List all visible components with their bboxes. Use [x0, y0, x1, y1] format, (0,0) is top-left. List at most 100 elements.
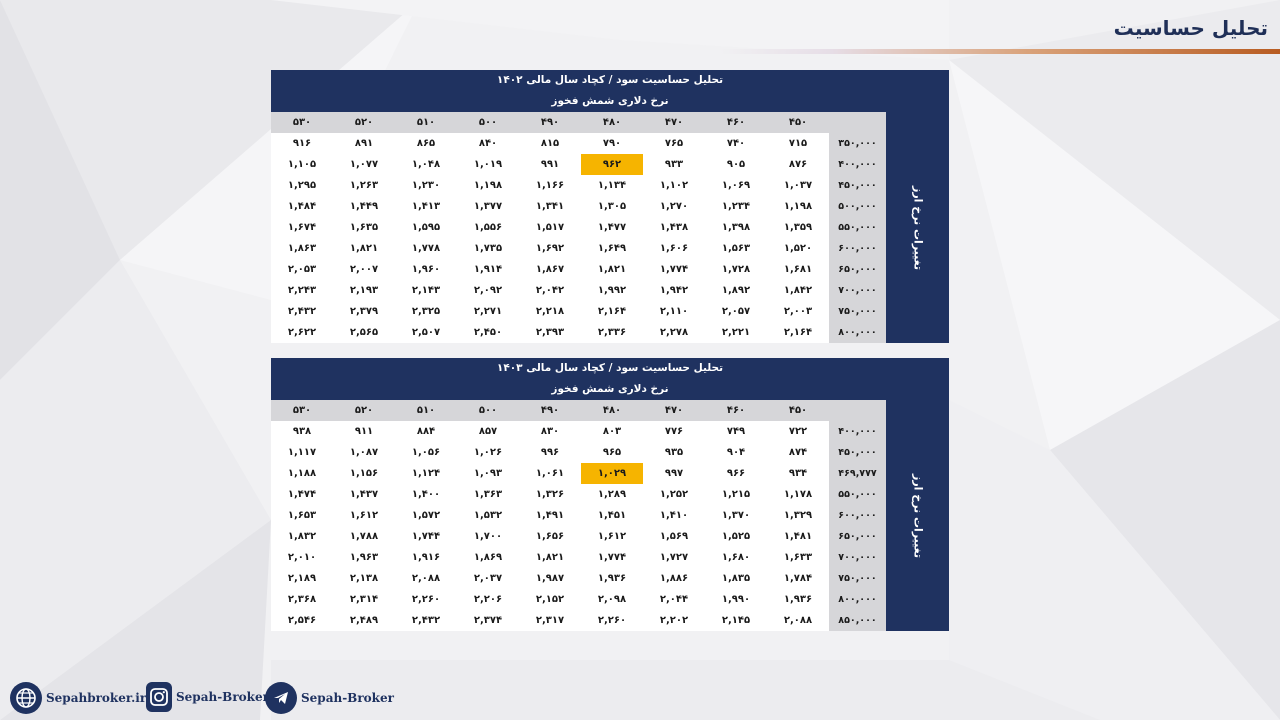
telegram-link[interactable]: Sepah-Broker [265, 682, 394, 714]
row-label: ۶۵۰,۰۰۰ [829, 526, 886, 547]
instagram-link[interactable]: Sepah-Broker [146, 682, 269, 712]
column-header: ۵۲۰ [354, 405, 374, 416]
column-header: ۴۸۰ [602, 405, 622, 416]
side-label-text: تغییرات نرخ ارز [911, 185, 924, 270]
row-label: ۸۵۰,۰۰۰ [829, 610, 886, 631]
table-cell: ۷۱۵ [788, 138, 808, 149]
table-cell: ۱,۷۲۷ [659, 552, 689, 563]
row-label: ۷۵۰,۰۰۰ [829, 568, 886, 589]
table-cell: ۸۹۱ [354, 138, 374, 149]
table-cell: ۸۳۰ [540, 426, 560, 437]
table-cell: ۱,۷۸۴ [783, 573, 813, 584]
table-cell: ۲,۲۶۰ [411, 594, 441, 605]
sensitivity-table-1403: تحلیل حساسیت سود / کچاد سال مالی ۱۴۰۳ نر… [271, 358, 949, 631]
table-cell: ۲,۱۹۳ [349, 285, 379, 296]
table-cell: ۲,۱۴۵ [721, 615, 751, 626]
row-label: ۵۰۰,۰۰۰ [829, 196, 886, 217]
row-label: ۷۵۰,۰۰۰ [829, 301, 886, 322]
row-label: ۷۰۰,۰۰۰ [829, 547, 886, 568]
table-cell: ۲,۱۶۴ [783, 327, 813, 338]
table-cell: ۱,۸۴۲ [783, 285, 813, 296]
table-cell: ۸۸۴ [416, 426, 436, 437]
table-cell: ۱,۸۲۱ [349, 243, 379, 254]
table-row: ۲,۵۴۶ ۲,۴۸۹ ۲,۴۳۲ ۲,۳۷۴ ۲,۳۱۷ ۲,۲۶۰ ۲,۲۰۲ ۲,۱۴۵… [271, 610, 886, 631]
table-cell: ۱,۹۳۶ [783, 594, 813, 605]
title-underline [720, 49, 1280, 54]
table-row: ۱,۴۷۴ ۱,۴۳۷ ۱,۴۰۰ ۱,۳۶۳ ۱,۳۲۶ ۱,۲۸۹ ۱,۲۵۲ ۱,۲۱۵… [271, 484, 886, 505]
table-header: تحلیل حساسیت سود / کچاد سال مالی ۱۴۰۲ نر… [271, 70, 949, 112]
table-cell: ۹۳۴ [788, 468, 808, 479]
table-cell: ۱,۶۵۶ [535, 531, 565, 542]
table-grid: ۵۳۰ ۵۲۰ ۵۱۰ ۵۰۰ ۴۹۰ ۴۸۰ ۴۷۰ ۴۶۰ ۴۵۰ ۹۳۸ ۹۱۱ ۸۸۴ ۸۵۷ ۸… [271, 400, 886, 631]
table-cell: ۹۳۸ [292, 426, 312, 437]
table-cell: ۱,۲۳۰ [411, 180, 441, 191]
column-header: ۴۹۰ [540, 117, 560, 128]
table-cell: ۱,۴۴۹ [349, 201, 379, 212]
table-cell: ۱,۴۸۴ [287, 201, 317, 212]
table-cell: ۱,۷۲۸ [721, 264, 751, 275]
table-cell: ۱,۲۹۵ [287, 180, 317, 191]
table-cell: ۱,۱۹۸ [783, 201, 813, 212]
table-cell: ۲,۵۶۵ [349, 327, 379, 338]
column-header: ۴۷۰ [664, 117, 684, 128]
table-cell: ۱,۵۷۲ [411, 510, 441, 521]
table-cell: ۲,۵۰۷ [411, 327, 441, 338]
highlighted-cell: ۱,۰۲۹ [581, 463, 643, 484]
table-title: تحلیل حساسیت سود / کچاد سال مالی ۱۴۰۲ [496, 74, 724, 86]
table-cell: ۲,۳۲۵ [411, 306, 441, 317]
website-link[interactable]: Sepahbroker.ir [10, 682, 146, 714]
table-cell: ۲,۲۲۱ [721, 327, 751, 338]
table-grid: ۵۳۰ ۵۲۰ ۵۱۰ ۵۰۰ ۴۹۰ ۴۸۰ ۴۷۰ ۴۶۰ ۴۵۰ ۹۱۶ ۸۹۱ ۸۶۵ ۸۴۰ ۸… [271, 112, 886, 343]
table-cell: ۱,۷۷۸ [411, 243, 441, 254]
table-cell: ۱,۵۶۹ [659, 531, 689, 542]
table-cell: ۱,۷۳۵ [473, 243, 503, 254]
table-row: ۹۱۶ ۸۹۱ ۸۶۵ ۸۴۰ ۸۱۵ ۷۹۰ ۷۶۵ ۷۴۰ ۷۱۵ ۳۵۰,۰۰۰ [271, 133, 886, 154]
table-cell: ۱,۴۹۱ [535, 510, 565, 521]
side-label-text: تغییرات نرخ ارز [911, 473, 924, 558]
table-cell: ۹۹۷ [664, 468, 684, 479]
table-row: ۲,۱۸۹ ۲,۱۳۸ ۲,۰۸۸ ۲,۰۳۷ ۱,۹۸۷ ۱,۹۳۶ ۱,۸۸۶ ۱,۸۳۵… [271, 568, 886, 589]
corner-cell [829, 112, 886, 133]
column-header-row: ۵۳۰ ۵۲۰ ۵۱۰ ۵۰۰ ۴۹۰ ۴۸۰ ۴۷۰ ۴۶۰ ۴۵۰ [271, 400, 886, 421]
table-row: ۱,۸۳۲ ۱,۷۸۸ ۱,۷۴۴ ۱,۷۰۰ ۱,۶۵۶ ۱,۶۱۲ ۱,۵۶۹ ۱,۵۲۵… [271, 526, 886, 547]
table-cell: ۱,۰۹۳ [473, 468, 503, 479]
table-cell: ۱,۱۶۶ [535, 180, 565, 191]
table-row: ۱,۴۸۴ ۱,۴۴۹ ۱,۴۱۳ ۱,۳۷۷ ۱,۳۴۱ ۱,۳۰۵ ۱,۲۷۰ ۱,۲۳۴… [271, 196, 886, 217]
table-cell: ۱,۲۳۴ [721, 201, 751, 212]
instagram-icon [146, 682, 172, 712]
row-label: ۴۵۰,۰۰۰ [829, 175, 886, 196]
table-cell: ۱,۶۳۳ [783, 552, 813, 563]
table-row: ۲,۲۴۳ ۲,۱۹۳ ۲,۱۴۳ ۲,۰۹۲ ۲,۰۴۲ ۱,۹۹۲ ۱,۹۴۲ ۱,۸۹۲… [271, 280, 886, 301]
table-cell: ۲,۴۵۰ [473, 327, 503, 338]
table-cell: ۱,۳۲۶ [535, 489, 565, 500]
table-cell: ۱,۶۵۳ [287, 510, 317, 521]
table-cell: ۲,۲۱۸ [535, 306, 565, 317]
row-label: ۶۰۰,۰۰۰ [829, 505, 886, 526]
table-cell: ۲,۴۳۲ [411, 615, 441, 626]
table-cell: ۲,۰۳۷ [473, 573, 503, 584]
table-cell: ۱,۱۵۶ [349, 468, 379, 479]
table-cell: ۱,۰۶۹ [721, 180, 751, 191]
table-row: ۱,۱۱۷ ۱,۰۸۷ ۱,۰۵۶ ۱,۰۲۶ ۹۹۶ ۹۶۵ ۹۳۵ ۹۰۴ ۸۷۴ ۴۵۰,۰… [271, 442, 886, 463]
table-cell: ۱,۹۴۲ [659, 285, 689, 296]
table-cell: ۱,۸۳۲ [287, 531, 317, 542]
table-cell: ۲,۲۶۰ [597, 615, 627, 626]
table-cell: ۸۶۵ [416, 138, 436, 149]
column-header: ۵۱۰ [416, 117, 436, 128]
table-cell: ۱,۴۷۴ [287, 489, 317, 500]
table-cell: ۱,۸۶۳ [287, 243, 317, 254]
table-row: ۱,۶۷۴ ۱,۶۳۵ ۱,۵۹۵ ۱,۵۵۶ ۱,۵۱۷ ۱,۴۷۷ ۱,۴۳۸ ۱,۳۹۸… [271, 217, 886, 238]
table-cell: ۸۷۴ [788, 447, 808, 458]
table-row: ۲,۶۲۲ ۲,۵۶۵ ۲,۵۰۷ ۲,۴۵۰ ۲,۳۹۳ ۲,۳۳۶ ۲,۲۷۸ ۲,۲۲۱… [271, 322, 886, 343]
table-cell: ۱,۹۶۳ [349, 552, 379, 563]
table-cell: ۱,۸۲۱ [597, 264, 627, 275]
table-cell: ۱,۲۶۳ [349, 180, 379, 191]
website-text: Sepahbroker.ir [46, 691, 147, 705]
table-cell: ۷۴۰ [726, 138, 746, 149]
table-cell: ۲,۵۴۶ [287, 615, 317, 626]
table-cell: ۱,۶۸۱ [783, 264, 813, 275]
table-cell: ۹۱۶ [292, 138, 312, 149]
table-cell: ۱,۳۰۵ [597, 201, 627, 212]
table-cell: ۱,۲۱۵ [721, 489, 751, 500]
